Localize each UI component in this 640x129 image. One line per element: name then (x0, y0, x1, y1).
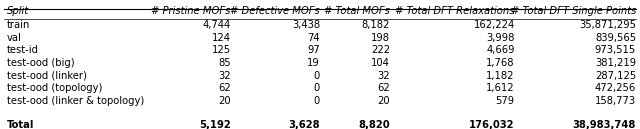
Text: 32: 32 (378, 71, 390, 81)
Text: val: val (7, 33, 22, 43)
Text: test-ood (big): test-ood (big) (7, 58, 75, 68)
Text: 0: 0 (314, 71, 320, 81)
Text: 1,612: 1,612 (486, 83, 515, 93)
Text: 4,669: 4,669 (486, 45, 515, 55)
Text: # Pristine MOFs: # Pristine MOFs (151, 6, 230, 16)
Text: # Total DFT Single Points: # Total DFT Single Points (511, 6, 636, 16)
Text: 579: 579 (495, 96, 515, 106)
Text: Split: Split (7, 6, 29, 16)
Text: 1,182: 1,182 (486, 71, 515, 81)
Text: 0: 0 (314, 83, 320, 93)
Text: 20: 20 (378, 96, 390, 106)
Text: test-ood (topology): test-ood (topology) (7, 83, 102, 93)
Text: 74: 74 (307, 33, 320, 43)
Text: 124: 124 (212, 33, 230, 43)
Text: 176,032: 176,032 (469, 120, 515, 129)
Text: test-id: test-id (7, 45, 39, 55)
Text: # Defective MOFs: # Defective MOFs (230, 6, 320, 16)
Text: 381,219: 381,219 (595, 58, 636, 68)
Text: 8,820: 8,820 (358, 120, 390, 129)
Text: 5,192: 5,192 (199, 120, 230, 129)
Text: 38,983,748: 38,983,748 (573, 120, 636, 129)
Text: 20: 20 (218, 96, 230, 106)
Text: 62: 62 (378, 83, 390, 93)
Text: 222: 222 (371, 45, 390, 55)
Text: 32: 32 (218, 71, 230, 81)
Text: test-ood (linker & topology): test-ood (linker & topology) (7, 96, 145, 106)
Text: 125: 125 (211, 45, 230, 55)
Text: 0: 0 (314, 96, 320, 106)
Text: 3,628: 3,628 (289, 120, 320, 129)
Text: 162,224: 162,224 (474, 20, 515, 30)
Text: 1,768: 1,768 (486, 58, 515, 68)
Text: Total: Total (7, 120, 35, 129)
Text: # Total MOFs: # Total MOFs (324, 6, 390, 16)
Text: 472,256: 472,256 (595, 83, 636, 93)
Text: 35,871,295: 35,871,295 (579, 20, 636, 30)
Text: 158,773: 158,773 (595, 96, 636, 106)
Text: 287,125: 287,125 (595, 71, 636, 81)
Text: 4,744: 4,744 (202, 20, 230, 30)
Text: 973,515: 973,515 (595, 45, 636, 55)
Text: 62: 62 (218, 83, 230, 93)
Text: 3,438: 3,438 (292, 20, 320, 30)
Text: 97: 97 (307, 45, 320, 55)
Text: 3,998: 3,998 (486, 33, 515, 43)
Text: # Total DFT Relaxations: # Total DFT Relaxations (396, 6, 515, 16)
Text: 104: 104 (371, 58, 390, 68)
Text: 85: 85 (218, 58, 230, 68)
Text: 19: 19 (307, 58, 320, 68)
Text: 198: 198 (371, 33, 390, 43)
Text: test-ood (linker): test-ood (linker) (7, 71, 87, 81)
Text: 8,182: 8,182 (362, 20, 390, 30)
Text: 839,565: 839,565 (595, 33, 636, 43)
Text: train: train (7, 20, 31, 30)
